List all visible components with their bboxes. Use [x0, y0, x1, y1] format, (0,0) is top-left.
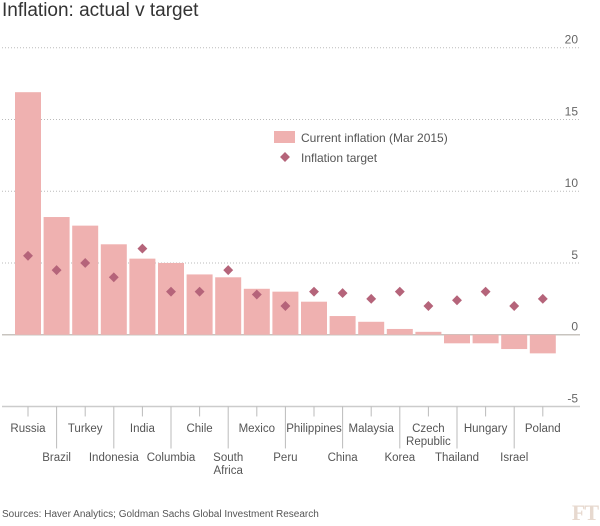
target-marker-south-africa: [223, 265, 234, 276]
x-tick-label: Hungary: [464, 423, 508, 435]
bar-brazil: [43, 217, 70, 335]
bar-india: [129, 258, 156, 335]
chart: 20 15 10 5 0 -5 Russia Brazil Turkey Indonesia Ind…: [2, 33, 580, 477]
x-tick-label: Turkey: [68, 423, 103, 435]
x-tick-label: Czech Republic: [406, 423, 451, 448]
x-tick-label: Russia: [10, 423, 46, 435]
target-marker-peru: [280, 301, 291, 311]
x-tick-label: Indonesia: [89, 452, 139, 464]
legend-swatch-bar: [274, 131, 295, 143]
source-note: Sources: Haver Analytics; Goldman Sachs …: [2, 509, 319, 520]
x-tick-label: Columbia: [147, 452, 196, 464]
bar-peru: [272, 291, 299, 335]
bar-china: [329, 316, 356, 335]
y-tick-label: 10: [565, 176, 579, 190]
x-tick-label: South Africa: [213, 452, 243, 477]
bar-malaysia: [358, 321, 385, 335]
target-marker-hungary: [480, 286, 491, 297]
x-tick-label: Poland: [525, 423, 561, 435]
legend-label-current: Current inflation (Mar 2015): [301, 131, 448, 145]
y-tick-label: 15: [565, 104, 579, 118]
legend-swatch-target: [280, 152, 290, 162]
ft-logo: FT: [571, 500, 599, 525]
x-tick-label: Korea: [384, 452, 415, 464]
target-marker-israel: [509, 301, 520, 311]
y-tick-label: -5: [567, 391, 578, 405]
x-tick-label: Mexico: [239, 423, 275, 435]
target-marker-poland: [537, 293, 548, 304]
x-tick-label: India: [130, 423, 156, 435]
bar-indonesia: [100, 244, 127, 335]
bar-columbia: [158, 262, 184, 335]
x-tick-label: Israel: [500, 452, 528, 464]
target-marker-korea: [394, 286, 405, 297]
x-tick-label: Peru: [273, 452, 297, 464]
x-tick-label: Thailand: [435, 452, 479, 464]
target-marker-thailand: [452, 295, 462, 306]
target-marker-columbia: [166, 286, 176, 297]
bar-turkey: [72, 225, 99, 335]
y-tick-label: 5: [571, 248, 578, 262]
bar-philippines: [301, 301, 327, 335]
legend-label-target: Inflation target: [301, 151, 378, 165]
target-marker-philippines: [309, 286, 319, 297]
target-marker-india: [137, 243, 148, 254]
bar-hungary: [472, 334, 499, 344]
x-tick-label: Malaysia: [349, 423, 395, 435]
target-marker-czech-republic: [423, 301, 434, 311]
target-marker-malaysia: [366, 293, 377, 304]
x-tick-label: Chile: [186, 423, 212, 435]
x-tick-label: China: [328, 452, 359, 464]
y-tick-label: 0: [571, 320, 578, 334]
target-marker-chile: [194, 286, 205, 297]
bar-poland: [529, 334, 556, 354]
bar-korea: [386, 328, 413, 335]
target-marker-china: [337, 288, 348, 299]
bar-czech-republic: [415, 331, 442, 335]
x-tick-label: Philippines: [286, 423, 342, 435]
bar-thailand: [444, 334, 470, 344]
bar-israel: [501, 334, 528, 350]
bar-russia: [15, 92, 41, 335]
bar-south-africa: [215, 277, 242, 335]
x-tick-label: Brazil: [42, 452, 71, 464]
target-marker-mexico: [251, 289, 262, 300]
y-tick-label: 20: [565, 33, 579, 47]
bar-chile: [186, 274, 213, 335]
chart-title: Inflation: actual v target: [2, 0, 199, 21]
